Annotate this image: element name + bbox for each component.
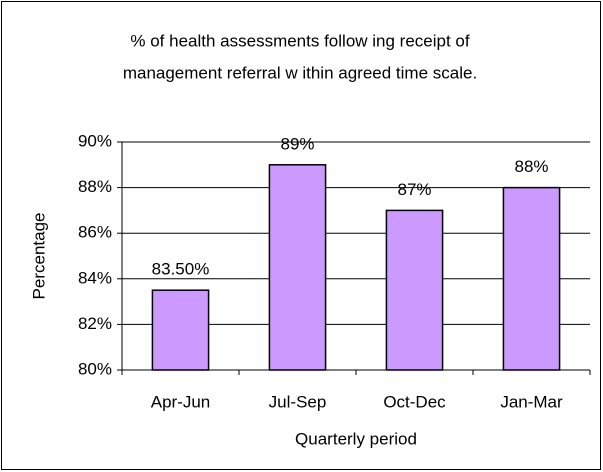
x-tick-label: Jul-Sep — [269, 392, 327, 411]
x-axis-title: Quarterly period — [295, 429, 417, 448]
value-label: 83.50% — [152, 260, 210, 279]
x-tick-label: Oct-Dec — [383, 392, 446, 411]
x-tick-label: Apr-Jun — [151, 392, 211, 411]
y-tick-label: 80% — [78, 359, 112, 378]
y-tick-label: 84% — [78, 268, 112, 287]
value-label: 89% — [280, 134, 314, 153]
value-label: 87% — [397, 180, 431, 199]
x-tick-label: Jan-Mar — [500, 392, 563, 411]
y-axis-title: Percentage — [29, 213, 48, 300]
y-tick-label: 88% — [78, 177, 112, 196]
y-tick-label: 90% — [78, 131, 112, 150]
value-label: 88% — [514, 157, 548, 176]
bar — [502, 186, 561, 371]
y-tick-label: 86% — [78, 223, 112, 242]
bar — [151, 289, 210, 371]
chart-title: % of health assessments follow ing recei… — [130, 31, 470, 50]
bar — [268, 164, 327, 371]
bar — [385, 209, 444, 371]
y-tick-label: 82% — [78, 314, 112, 333]
chart-title: management referral w ithin agreed time … — [123, 63, 477, 82]
